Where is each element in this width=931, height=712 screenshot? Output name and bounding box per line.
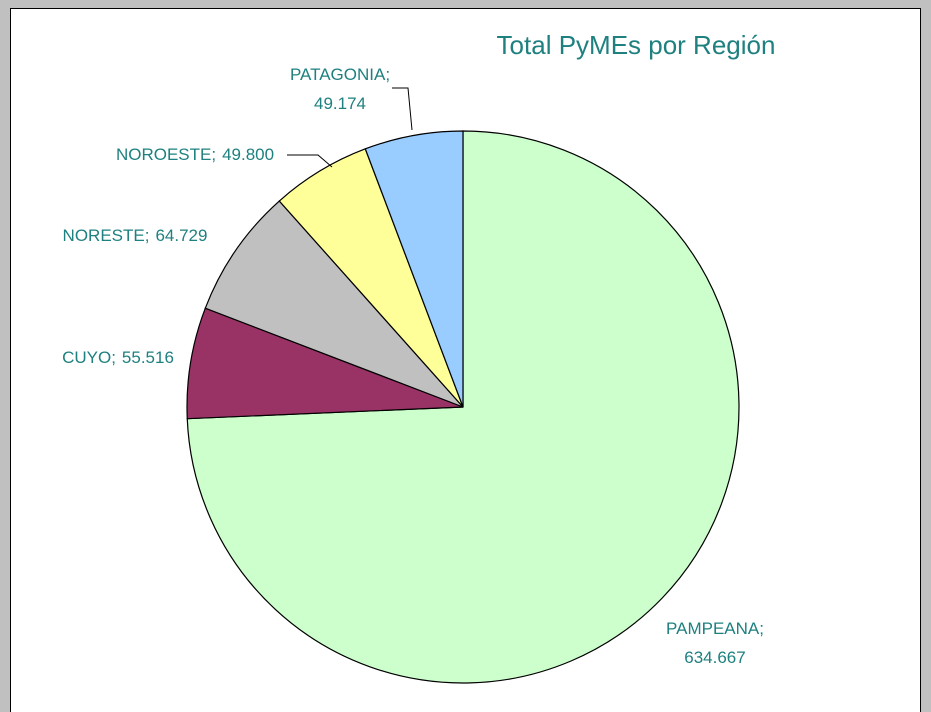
pie-slice xyxy=(204,200,464,408)
leader-line xyxy=(392,87,413,131)
category-label: PATAGONIA; xyxy=(290,65,390,84)
data-label: NOROESTE; 49.800 xyxy=(116,145,274,164)
value-label: 64.729 xyxy=(155,226,207,245)
chart-title: Total PyMEs por Región xyxy=(497,30,776,60)
data-label: CUYO; 55.516 xyxy=(62,348,174,367)
value-label: 49.174 xyxy=(314,94,366,113)
value-label: 49.800 xyxy=(222,145,274,164)
value-label: 634.667 xyxy=(684,648,745,667)
category-label: CUYO; xyxy=(62,348,116,367)
pie-slice xyxy=(364,130,464,408)
data-label: PATAGONIA; 49.174 xyxy=(290,65,390,113)
pie-slice xyxy=(186,307,464,420)
category-label: NOROESTE; xyxy=(116,145,216,164)
category-label: PAMPEANA; xyxy=(666,619,764,638)
data-label: PAMPEANA; 634.667 xyxy=(666,619,764,667)
value-label: 55.516 xyxy=(122,348,174,367)
data-label: NORESTE; 64.729 xyxy=(63,226,208,245)
category-label: NORESTE; xyxy=(63,226,150,245)
leader-line xyxy=(287,154,333,168)
